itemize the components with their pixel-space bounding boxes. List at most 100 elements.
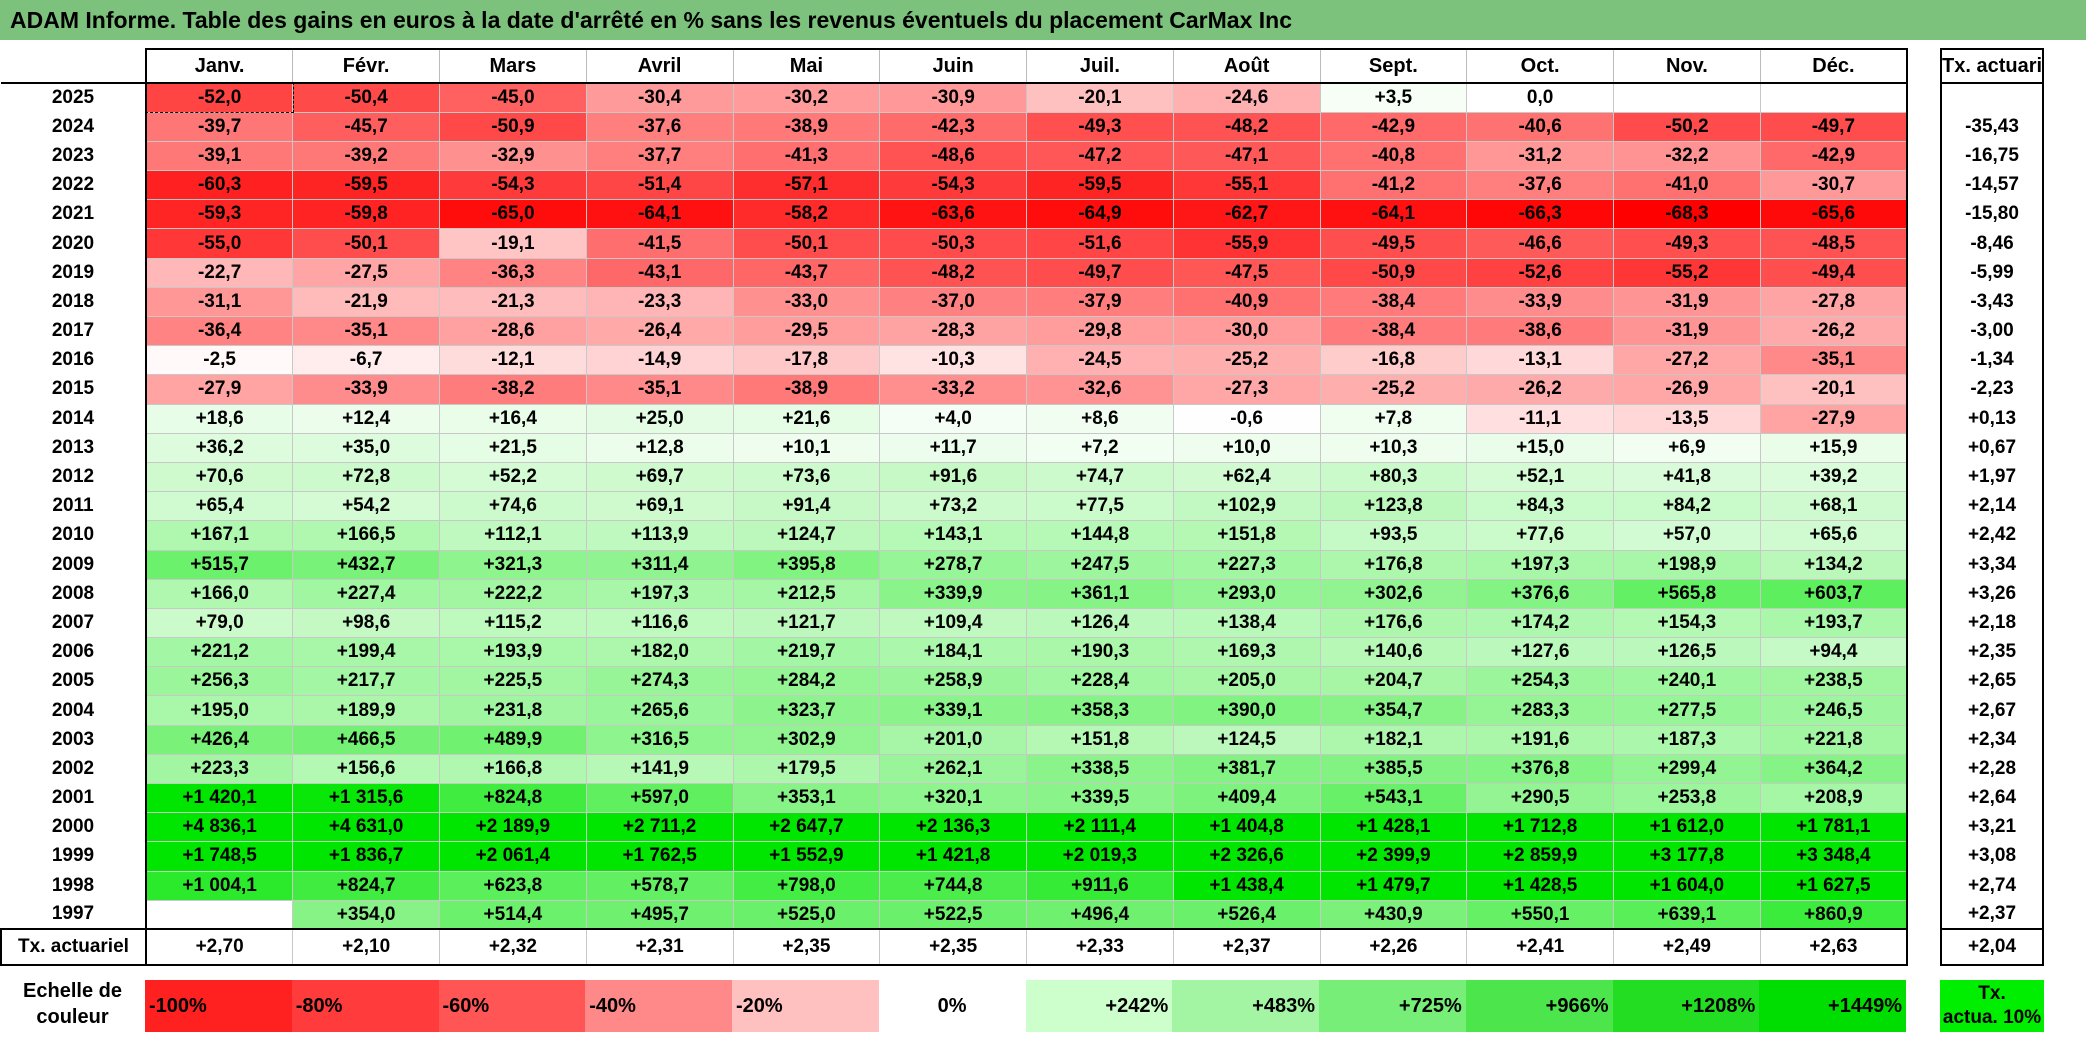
gain-cell[interactable]: +109,4 bbox=[879, 607, 1027, 639]
gain-cell[interactable]: -47,5 bbox=[1172, 257, 1321, 288]
gain-cell[interactable]: +123,8 bbox=[1319, 491, 1468, 522]
gain-cell[interactable]: +167,1 bbox=[145, 520, 294, 551]
gain-cell[interactable]: -16,8 bbox=[1319, 345, 1468, 376]
gain-cell[interactable]: +353,1 bbox=[732, 782, 881, 814]
gain-cell[interactable]: -31,2 bbox=[1466, 140, 1614, 172]
gain-cell[interactable]: +79,0 bbox=[145, 607, 294, 639]
gain-cell[interactable]: -38,9 bbox=[732, 374, 881, 405]
gain-cell[interactable]: +208,9 bbox=[1759, 782, 1908, 814]
gain-cell[interactable]: -36,3 bbox=[439, 257, 587, 288]
gain-cell[interactable]: +121,7 bbox=[732, 607, 881, 639]
gain-cell[interactable]: +525,0 bbox=[732, 899, 881, 931]
gain-cell[interactable]: +543,1 bbox=[1319, 782, 1468, 814]
gain-cell[interactable]: -49,4 bbox=[1759, 257, 1908, 288]
gain-cell[interactable]: +198,9 bbox=[1613, 549, 1761, 580]
gain-cell[interactable]: -38,6 bbox=[1466, 315, 1614, 347]
gain-cell[interactable]: -35,1 bbox=[585, 374, 734, 405]
gain-cell[interactable]: -11,1 bbox=[1466, 403, 1614, 434]
gain-cell[interactable]: +256,3 bbox=[145, 666, 294, 697]
gain-cell[interactable]: +240,1 bbox=[1613, 666, 1761, 697]
gain-cell[interactable]: +1 438,4 bbox=[1172, 870, 1321, 901]
gain-cell[interactable]: -40,8 bbox=[1319, 140, 1468, 172]
gain-cell[interactable]: -37,0 bbox=[879, 286, 1027, 318]
gain-cell[interactable]: +2 061,4 bbox=[439, 841, 587, 872]
gain-cell[interactable]: +8,6 bbox=[1026, 403, 1174, 434]
gain-cell[interactable]: +187,3 bbox=[1613, 724, 1761, 755]
gain-cell[interactable]: +550,1 bbox=[1466, 899, 1614, 931]
gain-cell[interactable]: -31,1 bbox=[145, 286, 294, 318]
gain-cell[interactable]: +189,9 bbox=[292, 695, 440, 726]
gain-cell[interactable]: +80,3 bbox=[1319, 461, 1468, 493]
gain-cell[interactable]: -37,9 bbox=[1026, 286, 1174, 318]
gain-cell[interactable]: +102,9 bbox=[1172, 491, 1321, 522]
gain-cell[interactable]: -24,6 bbox=[1172, 82, 1321, 113]
gain-cell[interactable]: +10,1 bbox=[732, 432, 881, 463]
gain-cell[interactable]: -19,1 bbox=[439, 228, 587, 259]
gain-cell[interactable]: +376,6 bbox=[1466, 578, 1614, 609]
gain-cell[interactable]: +578,7 bbox=[585, 870, 734, 901]
gain-cell[interactable]: -54,3 bbox=[439, 170, 587, 201]
gain-cell[interactable]: +221,2 bbox=[145, 637, 294, 668]
gain-cell[interactable]: -45,0 bbox=[439, 82, 587, 113]
gain-cell[interactable]: -55,1 bbox=[1172, 170, 1321, 201]
gain-cell[interactable]: +212,5 bbox=[732, 578, 881, 609]
gain-cell[interactable]: +21,5 bbox=[439, 432, 587, 463]
gain-cell[interactable]: +12,4 bbox=[292, 403, 440, 434]
gain-cell[interactable]: +134,2 bbox=[1759, 549, 1908, 580]
gain-cell[interactable]: +84,3 bbox=[1466, 491, 1614, 522]
gain-cell[interactable]: -26,4 bbox=[585, 315, 734, 347]
gain-cell[interactable]: +364,2 bbox=[1759, 753, 1908, 785]
gain-cell[interactable]: +390,0 bbox=[1172, 695, 1321, 726]
gain-cell[interactable]: +154,3 bbox=[1613, 607, 1761, 639]
gain-cell[interactable]: +2 136,3 bbox=[879, 812, 1027, 843]
gain-cell[interactable]: +302,6 bbox=[1319, 578, 1468, 609]
gain-cell[interactable]: -52,6 bbox=[1466, 257, 1614, 288]
gain-cell[interactable]: +4 836,1 bbox=[145, 812, 294, 843]
gain-cell[interactable]: +65,4 bbox=[145, 491, 294, 522]
gain-cell[interactable]: -27,9 bbox=[145, 374, 294, 405]
gain-cell[interactable]: -29,5 bbox=[732, 315, 881, 347]
gain-cell[interactable]: -45,7 bbox=[292, 111, 440, 142]
gain-cell[interactable]: +219,7 bbox=[732, 637, 881, 668]
gain-cell[interactable]: +91,6 bbox=[879, 461, 1027, 493]
gain-cell[interactable]: -37,7 bbox=[585, 140, 734, 172]
gain-cell[interactable]: -65,6 bbox=[1759, 199, 1908, 230]
gain-cell[interactable]: -28,6 bbox=[439, 315, 587, 347]
gain-cell[interactable]: -10,3 bbox=[879, 345, 1027, 376]
gain-cell[interactable]: +514,4 bbox=[439, 899, 587, 931]
gain-cell[interactable]: +156,6 bbox=[292, 753, 440, 785]
gain-cell[interactable]: +1 627,5 bbox=[1759, 870, 1908, 901]
gain-cell[interactable]: +2 711,2 bbox=[585, 812, 734, 843]
gain-cell[interactable]: -12,1 bbox=[439, 345, 587, 376]
gain-cell[interactable]: -55,9 bbox=[1172, 228, 1321, 259]
gain-cell[interactable]: +597,0 bbox=[585, 782, 734, 814]
gain-cell[interactable]: +603,7 bbox=[1759, 578, 1908, 609]
gain-cell[interactable]: +565,8 bbox=[1613, 578, 1761, 609]
gain-cell[interactable]: +339,5 bbox=[1026, 782, 1174, 814]
gain-cell[interactable]: +426,4 bbox=[145, 724, 294, 755]
gain-cell[interactable]: +193,9 bbox=[439, 637, 587, 668]
gain-cell[interactable]: -38,4 bbox=[1319, 315, 1468, 347]
gain-cell[interactable]: -21,9 bbox=[292, 286, 440, 318]
gain-cell[interactable]: -38,4 bbox=[1319, 286, 1468, 318]
gain-cell[interactable]: +15,9 bbox=[1759, 432, 1908, 463]
gain-cell[interactable]: +18,6 bbox=[145, 403, 294, 434]
gain-cell[interactable]: +1 404,8 bbox=[1172, 812, 1321, 843]
gain-cell[interactable]: +338,5 bbox=[1026, 753, 1174, 785]
gain-cell[interactable]: +1 781,1 bbox=[1759, 812, 1908, 843]
gain-cell[interactable]: +293,0 bbox=[1172, 578, 1321, 609]
gain-cell[interactable]: +39,2 bbox=[1759, 461, 1908, 493]
gain-cell[interactable]: -31,9 bbox=[1613, 286, 1761, 318]
gain-cell[interactable]: +98,6 bbox=[292, 607, 440, 639]
gain-cell[interactable]: -55,0 bbox=[145, 228, 294, 259]
gain-cell[interactable]: +1 428,1 bbox=[1319, 812, 1468, 843]
gain-cell[interactable]: -28,3 bbox=[879, 315, 1027, 347]
gain-cell[interactable]: -50,9 bbox=[1319, 257, 1468, 288]
gain-cell[interactable]: -38,9 bbox=[732, 111, 881, 142]
gain-cell[interactable]: +25,0 bbox=[585, 403, 734, 434]
gain-cell[interactable]: +2 399,9 bbox=[1319, 841, 1468, 872]
gain-cell[interactable]: +253,8 bbox=[1613, 782, 1761, 814]
gain-cell[interactable]: +176,8 bbox=[1319, 549, 1468, 580]
gain-cell[interactable]: +277,5 bbox=[1613, 695, 1761, 726]
gain-cell[interactable]: +11,7 bbox=[879, 432, 1027, 463]
